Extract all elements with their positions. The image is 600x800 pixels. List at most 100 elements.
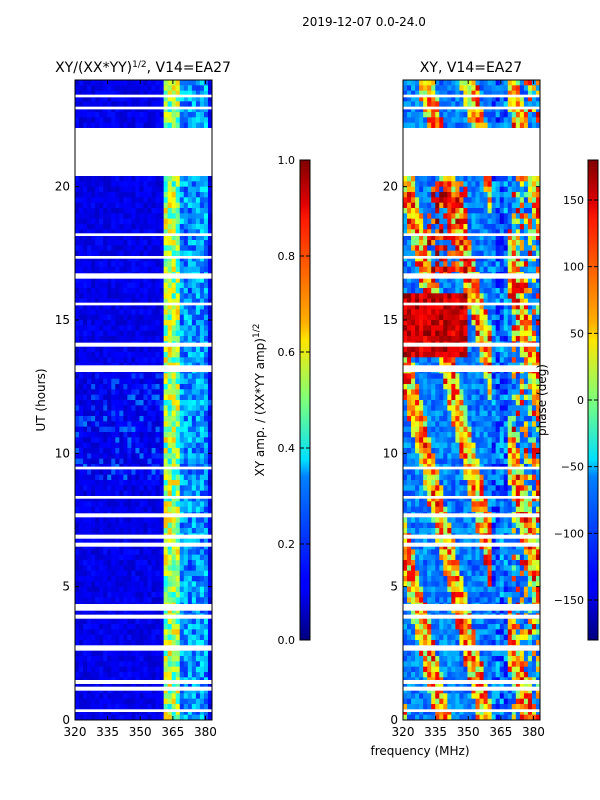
phase-heatmap-cell (459, 85, 465, 92)
amplitude-heatmap-cell (187, 426, 193, 433)
amplitude-heatmap-cell (151, 373, 157, 380)
amplitude-heatmap-cell (191, 96, 197, 102)
amplitude-heatmap-cell (195, 106, 201, 113)
phase-heatmap-cell (447, 101, 452, 108)
amplitude-heatmap-cell (135, 352, 141, 358)
amplitude-heatmap-cell (147, 384, 153, 390)
amplitude-heatmap-cell (99, 453, 104, 460)
amplitude-heatmap-cell (195, 85, 201, 92)
amplitude-heatmap-cell (91, 213, 96, 220)
phase-heatmap-cell (463, 85, 469, 92)
amplitude-heatmap-cell (167, 688, 173, 694)
amplitude-heatmap-cell (119, 101, 124, 108)
amplitude-heatmap-cell (83, 389, 88, 396)
amplitude-heatmap-cell (103, 517, 108, 524)
amplitude-heatmap-cell (79, 714, 84, 720)
amplitude-heatmap-cell (131, 618, 137, 625)
amplitude-heatmap-cell (163, 325, 169, 332)
amplitude-heatmap-cell (171, 709, 177, 716)
amplitude-heatmap-cell (119, 357, 124, 364)
phase-heatmap-cell (455, 101, 461, 108)
phase-heatmap-cell (403, 208, 408, 214)
phase-heatmap-cell (407, 208, 412, 214)
phase-heatmap-cell (523, 186, 529, 193)
amplitude-heatmap-cell (151, 506, 157, 513)
phase-heatmap-cell (523, 90, 529, 97)
amplitude-heatmap-cell (175, 698, 181, 705)
phase-heatmap-cell (499, 96, 505, 102)
amplitude-heatmap-cell (99, 336, 104, 342)
amplitude-heatmap-cell (139, 565, 145, 572)
amplitude-heatmap-cell (199, 576, 205, 582)
amplitude-heatmap-cell (187, 373, 193, 380)
phase-heatmap-cell (411, 112, 416, 118)
amplitude-heatmap-cell (95, 544, 100, 550)
phase-heatmap-cell (487, 101, 493, 108)
amplitude-heatmap-cell (179, 437, 185, 444)
amplitude-heatmap-cell (111, 656, 116, 662)
amplitude-heatmap-cell (119, 560, 124, 566)
amplitude-heatmap-cell (155, 197, 161, 204)
amplitude-heatmap-cell (99, 202, 104, 209)
amplitude-heatmap-cell (199, 410, 205, 417)
amplitude-heatmap-cell (191, 618, 197, 625)
phase-heatmap-cell (535, 85, 540, 92)
amplitude-heatmap-cell (159, 474, 165, 481)
amplitude-heatmap-cell (111, 421, 116, 428)
phase-heatmap-cell (419, 202, 424, 209)
amplitude-heatmap-cell (159, 501, 165, 508)
amplitude-heatmap-cell (195, 320, 201, 326)
amplitude-heatmap-cell (167, 560, 173, 566)
phase-heatmap-cell (467, 192, 473, 198)
amplitude-heatmap-cell (203, 693, 209, 700)
phase-heatmap-cell (431, 202, 436, 209)
amplitude-heatmap-cell (87, 192, 92, 198)
amplitude-heatmap-cell (107, 432, 112, 438)
amplitude-heatmap-cell (151, 96, 157, 102)
amplitude-heatmap-cell (131, 346, 137, 353)
amplitude-heatmap-cell (95, 506, 100, 513)
amplitude-heatmap-cell (203, 229, 209, 236)
amplitude-heatmap-cell (143, 224, 149, 230)
phase-heatmap-cell (479, 90, 485, 97)
amplitude-heatmap-cell (191, 389, 197, 396)
amplitude-heatmap-cell (127, 400, 133, 406)
amplitude-heatmap-cell (163, 522, 169, 529)
amplitude-heatmap-cell (139, 218, 145, 225)
amplitude-heatmap-cell (183, 176, 189, 182)
phase-heatmap-cell (411, 90, 416, 97)
amplitude-heatmap-cell (131, 181, 137, 188)
amplitude-heatmap-cell (123, 709, 128, 716)
amplitude-heatmap-cell (87, 117, 92, 124)
amplitude-heatmap-cell (159, 288, 165, 294)
amplitude-heatmap-cell (159, 522, 165, 529)
amplitude-heatmap-cell (183, 85, 189, 92)
phase-heatmap-cell (419, 181, 424, 188)
amplitude-heatmap-cell (115, 666, 120, 673)
amplitude-heatmap-cell (135, 704, 141, 710)
amplitude-heatmap-cell (207, 501, 212, 508)
amplitude-heatmap-cell (107, 122, 112, 129)
amplitude-heatmap-cell (191, 629, 197, 636)
phase-heatmap-cell (407, 181, 412, 188)
amplitude-heatmap-cell (159, 506, 165, 513)
amplitude-heatmap-cell (119, 538, 124, 545)
amplitude-heatmap-cell (91, 453, 96, 460)
amplitude-heatmap-cell (75, 117, 80, 124)
amplitude-heatmap-cell (207, 112, 212, 118)
amplitude-heatmap-cell (171, 656, 177, 662)
amplitude-heatmap-cell (143, 256, 149, 262)
amplitude-heatmap-cell (175, 485, 181, 492)
amplitude-heatmap-cell (179, 693, 185, 700)
amplitude-heatmap-cell (75, 389, 80, 396)
amplitude-heatmap-cell (175, 693, 181, 700)
amplitude-heatmap-cell (151, 85, 157, 92)
amplitude-heatmap-cell (147, 282, 153, 289)
amplitude-heatmap-cell (91, 400, 96, 406)
amplitude-heatmap-cell (79, 672, 84, 678)
amplitude-heatmap-cell (171, 400, 177, 406)
amplitude-heatmap-cell (91, 90, 96, 97)
amplitude-heatmap-cell (119, 304, 124, 310)
amplitude-heatmap-cell (151, 538, 157, 545)
amplitude-heatmap-cell (167, 576, 173, 582)
